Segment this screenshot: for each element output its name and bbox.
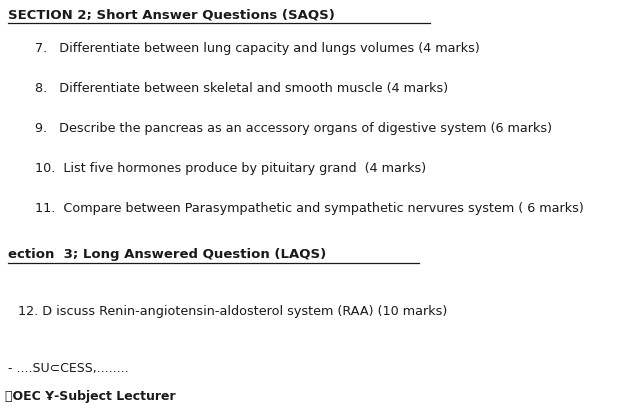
Text: 9.   Describe the pancreas as an accessory organs of digestive system (6 marks): 9. Describe the pancreas as an accessory…: [35, 122, 552, 135]
Text: ection  3; Long Answered Question (LAQS): ection 3; Long Answered Question (LAQS): [8, 248, 327, 261]
Text: 8.   Differentiate between skeletal and smooth muscle (4 marks): 8. Differentiate between skeletal and sm…: [35, 82, 448, 95]
Text: - ....SU⊂CESS,........: - ....SU⊂CESS,........: [8, 362, 129, 375]
Text: 10.  List five hormones produce by pituitary grand  (4 marks): 10. List five hormones produce by pituit…: [35, 162, 426, 175]
Text: 12. D iscuss Renin-angiotensin-aldosterol system (RAA) (10 marks): 12. D iscuss Renin-angiotensin-aldostero…: [18, 305, 447, 318]
Text: 7.   Differentiate between lung capacity and lungs volumes (4 marks): 7. Differentiate between lung capacity a…: [35, 42, 480, 55]
Text: ⏋OEC Ұ-Subject Lecturer: ⏋OEC Ұ-Subject Lecturer: [5, 390, 176, 403]
Text: SECTION 2; Short Answer Questions (SAQS): SECTION 2; Short Answer Questions (SAQS): [8, 8, 335, 21]
Text: 11.  Compare between Parasympathetic and sympathetic nervures system ( 6 marks): 11. Compare between Parasympathetic and …: [35, 202, 583, 215]
